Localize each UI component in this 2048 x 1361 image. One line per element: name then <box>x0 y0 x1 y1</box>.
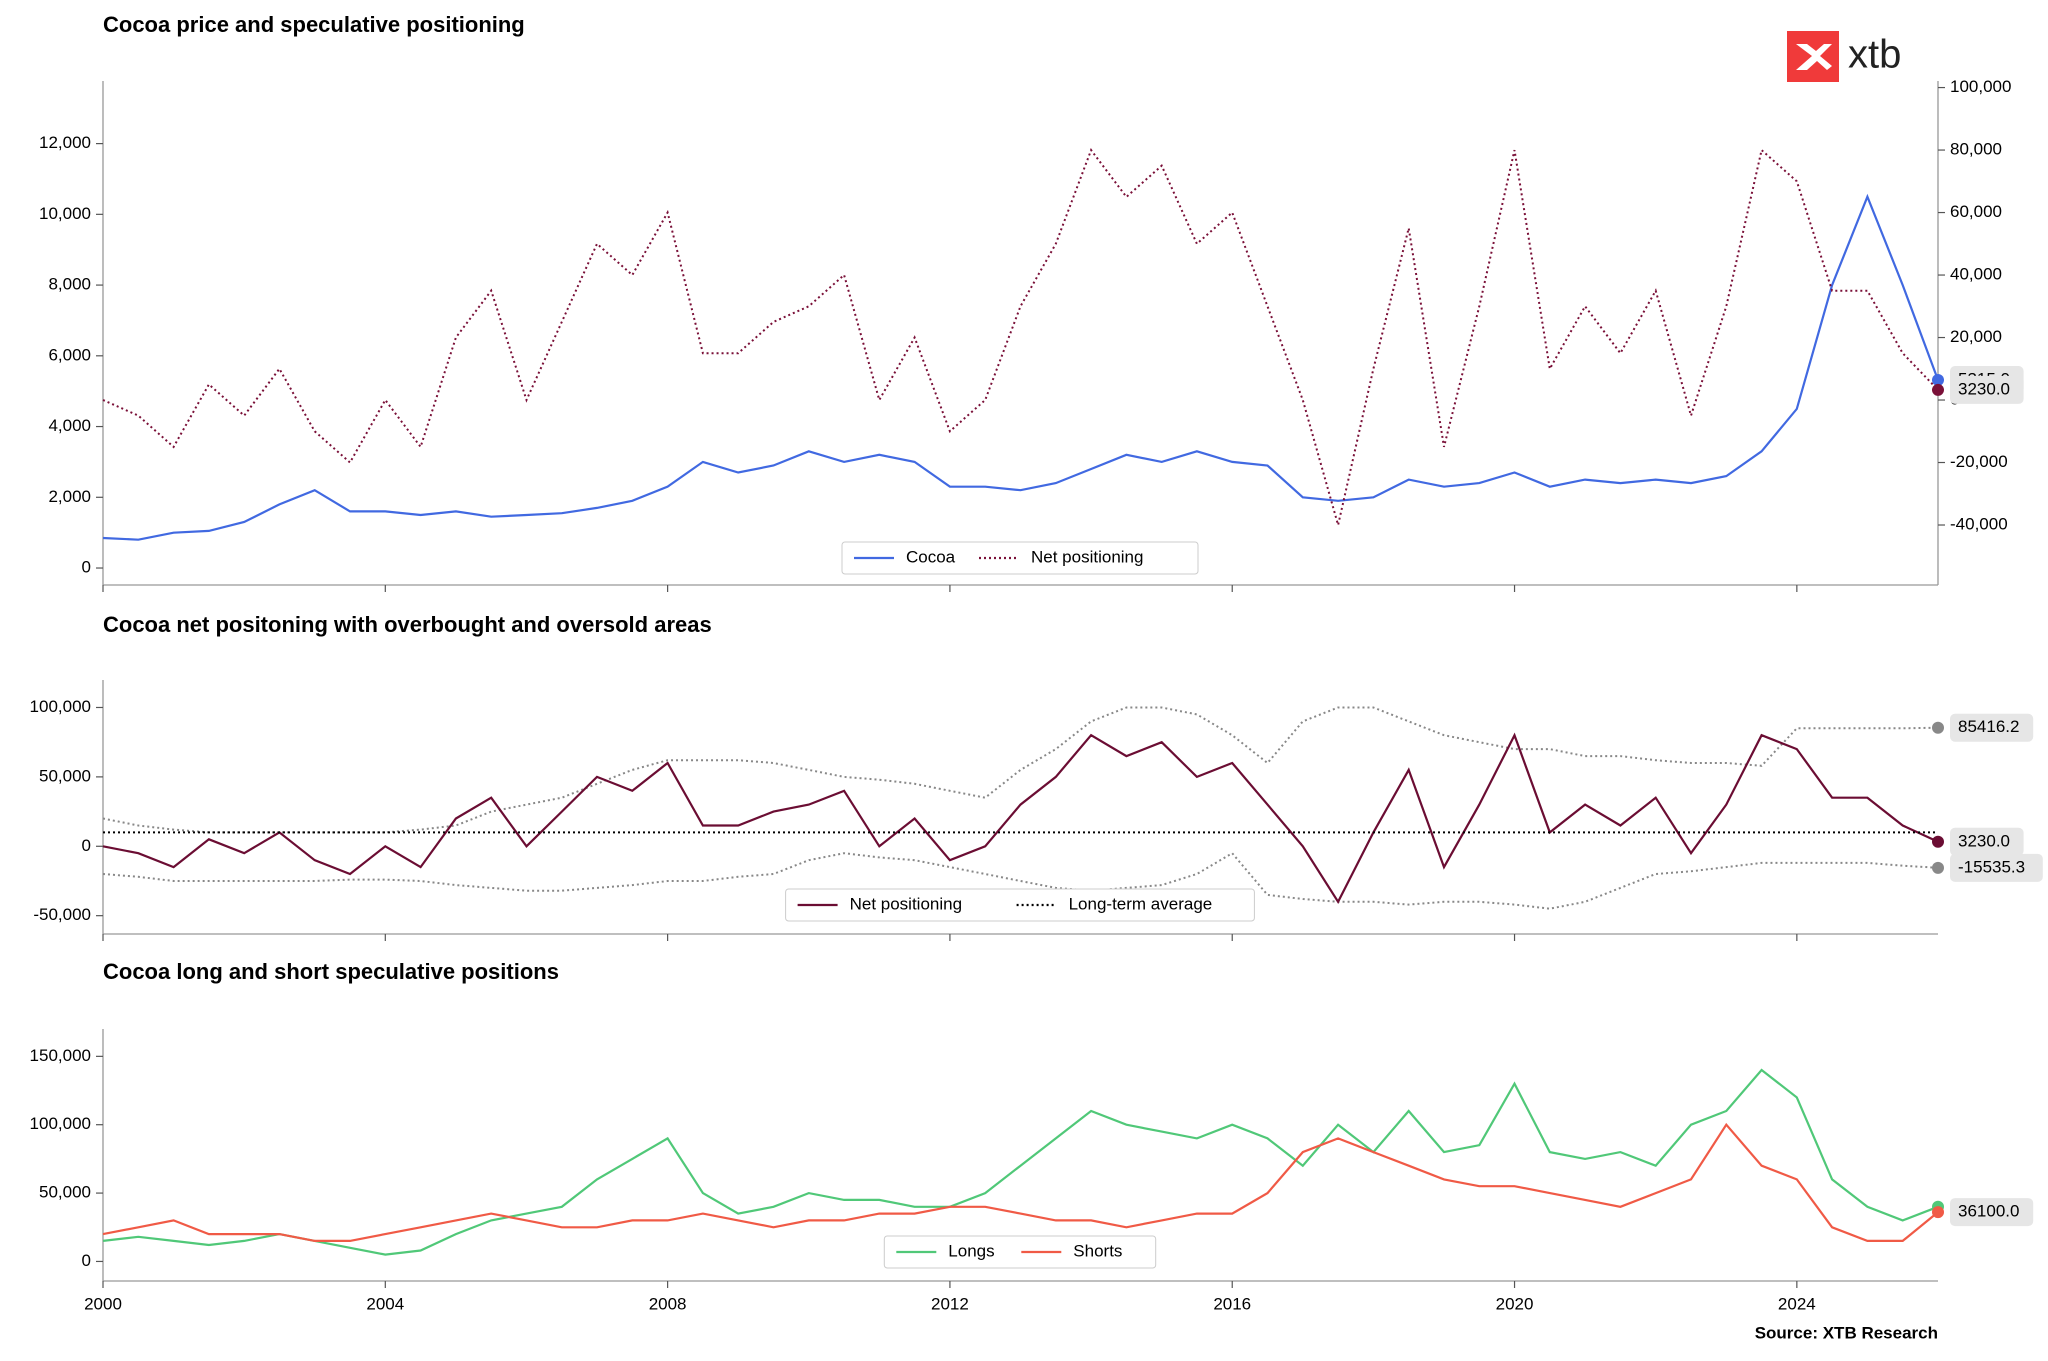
y-tick-label: -50,000 <box>33 905 91 924</box>
end-label-box <box>1950 827 2024 856</box>
y-tick-label: 150,000 <box>30 1046 91 1065</box>
x-tick-label: 2004 <box>366 1294 404 1313</box>
x-tick-label: 2008 <box>649 1294 687 1313</box>
x-tick-label: 2020 <box>1496 1294 1534 1313</box>
logo-icon <box>1796 44 1832 70</box>
legend-box <box>883 1235 1157 1269</box>
chart-title: Cocoa net positoning with overbought and… <box>103 612 712 637</box>
end-label: -15535.3 <box>1958 857 2025 876</box>
end-label-box <box>1950 375 2024 404</box>
end-dot <box>1932 861 1944 874</box>
y2-tick-label: 80,000 <box>1950 140 2002 159</box>
y2-tick-label: -40,000 <box>1950 514 2008 533</box>
legend-box <box>841 541 1199 575</box>
x-tick-label: 2000 <box>84 1294 122 1313</box>
end-dot <box>1932 721 1944 734</box>
y-tick-label: 50,000 <box>39 1183 91 1202</box>
x-tick-label: 2012 <box>931 1294 969 1313</box>
legend-label: Longs <box>948 1241 994 1260</box>
y-tick-label: 6,000 <box>48 345 91 364</box>
y2-tick-label: 100,000 <box>1950 77 2011 96</box>
y-tick-label: 4,000 <box>48 416 91 435</box>
legend: Net positioning Long-term average <box>785 888 1255 922</box>
series-line <box>102 732 1939 905</box>
series-line <box>102 1122 1939 1242</box>
y-tick-label: 12,000 <box>39 133 91 152</box>
y-tick-label: 0 <box>82 836 91 855</box>
end-label-box <box>1950 1198 2034 1227</box>
legend: Cocoa Net positioning <box>841 541 1199 575</box>
logo: xtb <box>1787 31 1901 82</box>
y-tick-label: 50,000 <box>39 766 91 785</box>
end-label: 36100.0 <box>1958 1202 2019 1221</box>
y-tick-label: 100,000 <box>30 697 91 716</box>
end-label: 85416.2 <box>1958 717 2019 736</box>
y-tick-label: 100,000 <box>30 1114 91 1133</box>
legend-label: Shorts <box>1073 1241 1122 1260</box>
chart-title: Cocoa price and speculative positioning <box>103 12 525 37</box>
chart-title: Cocoa long and short speculative positio… <box>103 959 559 984</box>
end-dot <box>1932 383 1944 396</box>
legend-label: Cocoa <box>906 547 956 566</box>
end-dot <box>1932 1206 1944 1219</box>
legend-label: Net positioning <box>1031 547 1143 566</box>
end-label: 3230.0 <box>1958 379 2010 398</box>
y-tick-label: 0 <box>82 1251 91 1270</box>
y-tick-label: 10,000 <box>39 204 91 223</box>
legend-box <box>785 888 1255 922</box>
series-line <box>102 193 1940 541</box>
y-tick-label: 8,000 <box>48 275 91 294</box>
end-label: 3230.0 <box>1958 831 2010 850</box>
y2-tick-label: 40,000 <box>1950 265 2002 284</box>
x-tick-label: 2016 <box>1213 1294 1251 1313</box>
series-line <box>102 706 1939 834</box>
series-line <box>102 148 1939 526</box>
end-dot <box>1932 374 1944 387</box>
series-line <box>102 1068 1939 1256</box>
legend: Longs Shorts <box>883 1235 1157 1269</box>
y2-tick-label: 20,000 <box>1950 327 2002 346</box>
y2-tick-label: -20,000 <box>1950 452 2008 471</box>
y-tick-label: 2,000 <box>48 487 91 506</box>
x-tick-label: 2024 <box>1778 1294 1816 1313</box>
series-line <box>102 851 1939 910</box>
end-label-box <box>1950 853 2043 882</box>
y-tick-label: 0 <box>82 558 91 577</box>
end-dot <box>1932 835 1944 848</box>
legend-label: Long-term average <box>1069 894 1213 913</box>
end-label-box <box>1950 713 2034 742</box>
legend-label: Net positioning <box>850 894 962 913</box>
logo-text: xtb <box>1848 33 1901 77</box>
y2-tick-label: 60,000 <box>1950 202 2002 221</box>
source: Source: XTB Research <box>1755 1323 1938 1342</box>
